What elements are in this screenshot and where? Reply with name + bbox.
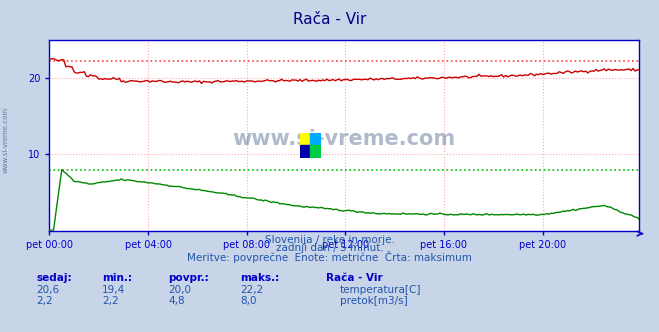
Text: 20,0: 20,0: [168, 285, 191, 294]
Text: 20,6: 20,6: [36, 285, 59, 294]
Bar: [300, 133, 310, 145]
Text: zadnji dan / 5 minut.: zadnji dan / 5 minut.: [275, 243, 384, 253]
Bar: [310, 145, 321, 158]
Text: www.si-vreme.com: www.si-vreme.com: [2, 106, 9, 173]
Text: povpr.:: povpr.:: [168, 273, 209, 283]
Text: 2,2: 2,2: [102, 296, 119, 306]
Text: 4,8: 4,8: [168, 296, 185, 306]
Text: 22,2: 22,2: [241, 285, 264, 294]
Text: Rača - Vir: Rača - Vir: [293, 12, 366, 27]
Text: pretok[m3/s]: pretok[m3/s]: [340, 296, 408, 306]
Text: www.si-vreme.com: www.si-vreme.com: [233, 129, 456, 149]
Text: sedaj:: sedaj:: [36, 273, 72, 283]
Text: Rača - Vir: Rača - Vir: [326, 273, 383, 283]
Text: temperatura[C]: temperatura[C]: [340, 285, 422, 294]
Text: Slovenija / reke in morje.: Slovenija / reke in morje.: [264, 235, 395, 245]
Text: 8,0: 8,0: [241, 296, 257, 306]
Bar: [300, 145, 310, 158]
Text: Meritve: povprečne  Enote: metrične  Črta: maksimum: Meritve: povprečne Enote: metrične Črta:…: [187, 251, 472, 263]
Bar: [310, 133, 321, 145]
Text: min.:: min.:: [102, 273, 132, 283]
Text: maks.:: maks.:: [241, 273, 280, 283]
Text: 2,2: 2,2: [36, 296, 53, 306]
Text: 19,4: 19,4: [102, 285, 125, 294]
